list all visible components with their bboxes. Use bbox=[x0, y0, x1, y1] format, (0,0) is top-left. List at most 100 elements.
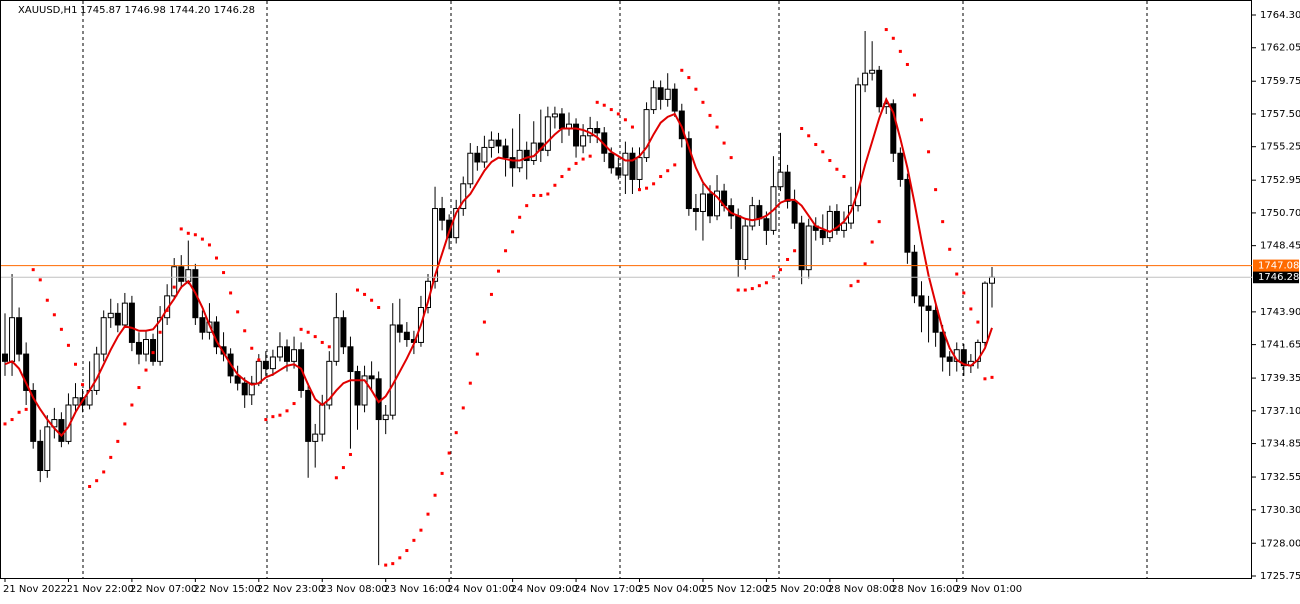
candle-body bbox=[544, 116, 551, 151]
x-tick-label: 28 Nov 16:00 bbox=[891, 584, 958, 595]
x-tick-label: 25 Nov 12:00 bbox=[701, 584, 768, 595]
sar-dot bbox=[920, 118, 923, 122]
candle-body bbox=[37, 440, 44, 471]
sar-dot bbox=[3, 422, 7, 426]
candle-body bbox=[157, 317, 164, 362]
candle-body bbox=[890, 103, 897, 154]
candle-body bbox=[974, 341, 981, 362]
candle-body bbox=[615, 167, 622, 176]
sar-dot bbox=[278, 413, 282, 417]
candle-body bbox=[742, 225, 749, 260]
sar-dot bbox=[426, 512, 430, 516]
sar-dot bbox=[320, 340, 324, 344]
candle-body bbox=[981, 282, 988, 343]
sar-dot bbox=[222, 271, 226, 275]
candle-body bbox=[23, 353, 30, 391]
sar-dot bbox=[786, 257, 790, 261]
x-tick-label: 25 Nov 20:00 bbox=[764, 584, 831, 595]
sar-dot bbox=[461, 406, 465, 410]
candle-body bbox=[840, 222, 847, 231]
candle-body bbox=[692, 208, 699, 212]
sar-dot bbox=[468, 381, 472, 385]
candle-body bbox=[714, 190, 721, 217]
candle-body bbox=[862, 72, 869, 86]
y-tick-label: 1752.95 bbox=[1260, 175, 1300, 186]
candle-body bbox=[904, 178, 911, 253]
sar-dot bbox=[243, 329, 247, 333]
candle-body bbox=[178, 266, 185, 282]
sar-dot bbox=[581, 157, 585, 161]
candle-body bbox=[368, 375, 375, 380]
sar-dot bbox=[102, 470, 106, 474]
sar-dot bbox=[870, 240, 874, 244]
candle-body bbox=[558, 113, 565, 130]
sar-dot bbox=[905, 62, 909, 66]
candle-body bbox=[643, 109, 650, 159]
sar-dot bbox=[341, 466, 345, 470]
sar-dot bbox=[398, 556, 402, 560]
sar-dot bbox=[504, 249, 508, 253]
candle-body bbox=[284, 346, 290, 362]
candle-body bbox=[269, 356, 276, 370]
y-tick-label: 1739.35 bbox=[1260, 373, 1300, 384]
sar-dot bbox=[179, 227, 183, 231]
candle-body bbox=[551, 113, 558, 118]
sar-dot bbox=[779, 268, 782, 272]
sar-dot bbox=[701, 100, 705, 104]
sar-dot bbox=[292, 402, 296, 406]
sar-dot bbox=[623, 118, 627, 122]
candle-body bbox=[989, 276, 995, 284]
candle-body bbox=[833, 210, 840, 231]
sar-dot bbox=[680, 68, 684, 72]
candle-body bbox=[44, 426, 51, 471]
sar-dot bbox=[384, 563, 388, 567]
candle-body bbox=[763, 218, 770, 231]
sar-dot bbox=[800, 127, 804, 131]
candle-body bbox=[171, 266, 178, 297]
candle-body bbox=[354, 371, 361, 406]
candle-body bbox=[699, 193, 706, 212]
candle-body bbox=[855, 84, 862, 207]
sar-dot bbox=[757, 284, 761, 288]
sar-dot bbox=[560, 175, 564, 179]
candle-body bbox=[897, 152, 904, 180]
sar-dot bbox=[116, 439, 120, 443]
sar-dot bbox=[482, 320, 486, 324]
y-tick-label: 1737.10 bbox=[1260, 406, 1300, 417]
sar-dot bbox=[553, 183, 557, 187]
sar-dot bbox=[574, 161, 578, 165]
y-tick-label: 1764.30 bbox=[1260, 10, 1300, 21]
candle-body bbox=[805, 225, 812, 271]
candle-body bbox=[509, 157, 516, 169]
x-tick-label: 28 Nov 08:00 bbox=[828, 584, 895, 595]
candle-body bbox=[488, 139, 495, 148]
chart-title: XAUUSD,H1 bbox=[18, 5, 77, 16]
sar-dot bbox=[729, 156, 733, 160]
candle-body bbox=[340, 317, 347, 348]
candle-body bbox=[671, 88, 678, 112]
sar-dot bbox=[327, 345, 331, 349]
sar-dot bbox=[200, 237, 204, 241]
sar-dot bbox=[743, 288, 747, 292]
y-tick-label: 1728.00 bbox=[1260, 538, 1300, 549]
sar-dot bbox=[313, 335, 317, 339]
sar-dot bbox=[532, 193, 536, 197]
sar-dot bbox=[934, 188, 938, 192]
sar-dot bbox=[165, 308, 169, 312]
candle-body bbox=[128, 302, 135, 343]
sar-dot bbox=[687, 76, 691, 80]
candle-body bbox=[876, 69, 883, 108]
candle-body bbox=[234, 375, 241, 384]
sar-dot bbox=[348, 452, 352, 456]
sar-dot bbox=[144, 368, 148, 372]
candle-body bbox=[685, 138, 692, 210]
sar-dot bbox=[793, 249, 797, 253]
sar-dot bbox=[66, 343, 70, 347]
y-tick-label: 1759.75 bbox=[1260, 76, 1300, 87]
sar-dot bbox=[257, 358, 261, 362]
candle-body bbox=[382, 414, 389, 421]
sar-dot bbox=[828, 159, 832, 163]
sar-dot bbox=[59, 327, 63, 331]
sar-dot bbox=[440, 471, 444, 475]
ask-line-box bbox=[1253, 259, 1299, 272]
